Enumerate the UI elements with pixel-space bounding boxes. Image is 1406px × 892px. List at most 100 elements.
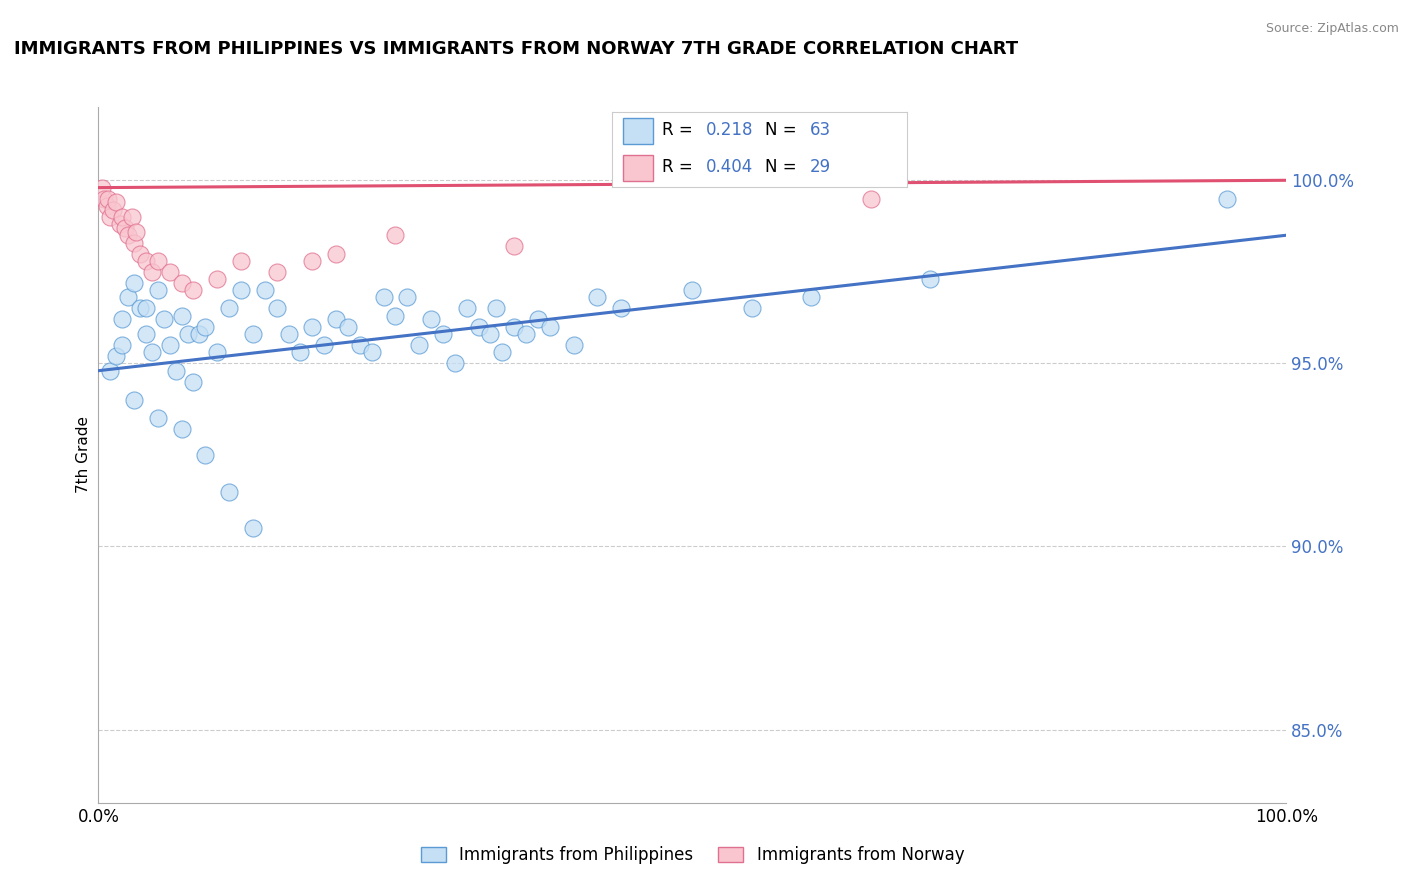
Point xyxy=(485,301,508,316)
Point xyxy=(188,327,211,342)
Point xyxy=(586,290,609,304)
Point xyxy=(105,195,128,210)
Point xyxy=(117,290,139,304)
Point xyxy=(91,180,114,194)
Point xyxy=(194,448,217,462)
Point xyxy=(141,265,163,279)
Point xyxy=(384,309,406,323)
Point xyxy=(1216,192,1239,206)
Point xyxy=(444,356,467,370)
Point xyxy=(218,301,240,316)
Point xyxy=(229,283,252,297)
Point xyxy=(183,283,205,297)
Point xyxy=(111,338,134,352)
Point xyxy=(152,312,174,326)
Point xyxy=(218,484,240,499)
Point xyxy=(384,228,406,243)
Point xyxy=(420,312,443,326)
Point xyxy=(503,239,526,253)
Point xyxy=(432,327,454,342)
Point xyxy=(207,272,229,286)
Point xyxy=(396,290,419,304)
Point xyxy=(97,192,120,206)
Point xyxy=(741,301,763,316)
Point xyxy=(325,312,347,326)
Bar xyxy=(623,118,652,145)
Point xyxy=(146,253,169,268)
Point xyxy=(125,225,148,239)
Point xyxy=(117,228,139,243)
Point xyxy=(515,327,537,342)
Point xyxy=(111,312,134,326)
Point xyxy=(349,338,371,352)
Point xyxy=(277,327,299,342)
Point xyxy=(527,312,550,326)
Point xyxy=(141,345,163,359)
Point xyxy=(920,272,942,286)
Point xyxy=(129,301,152,316)
Point xyxy=(194,319,217,334)
Point xyxy=(122,392,145,407)
Point xyxy=(290,345,312,359)
Text: R =: R = xyxy=(662,121,697,139)
Text: R =: R = xyxy=(662,158,697,176)
Text: N =: N = xyxy=(765,158,801,176)
Point xyxy=(207,345,229,359)
Point xyxy=(170,422,193,436)
Point xyxy=(135,253,157,268)
Text: IMMIGRANTS FROM PHILIPPINES VS IMMIGRANTS FROM NORWAY 7TH GRADE CORRELATION CHAR: IMMIGRANTS FROM PHILIPPINES VS IMMIGRANT… xyxy=(14,40,1018,58)
Point xyxy=(242,521,264,535)
Point xyxy=(479,327,502,342)
Point xyxy=(111,210,134,224)
Point xyxy=(491,345,513,359)
Point xyxy=(538,319,561,334)
Point xyxy=(135,327,157,342)
Point xyxy=(301,253,323,268)
Point xyxy=(503,319,526,334)
Point xyxy=(114,220,136,235)
Point xyxy=(253,283,276,297)
Point xyxy=(170,276,193,290)
Point xyxy=(98,210,121,224)
Point xyxy=(859,192,882,206)
Point xyxy=(105,349,128,363)
Text: 63: 63 xyxy=(810,121,831,139)
Point xyxy=(266,265,288,279)
Point xyxy=(242,327,264,342)
Legend: Immigrants from Philippines, Immigrants from Norway: Immigrants from Philippines, Immigrants … xyxy=(415,839,970,871)
Point xyxy=(146,411,169,425)
Point xyxy=(129,246,152,260)
Point xyxy=(108,217,131,231)
Point xyxy=(121,210,143,224)
Point xyxy=(266,301,288,316)
Point xyxy=(467,319,489,334)
Bar xyxy=(623,154,652,181)
Point xyxy=(373,290,395,304)
Point xyxy=(314,338,336,352)
Point xyxy=(336,319,359,334)
Point xyxy=(456,301,478,316)
Point xyxy=(146,283,169,297)
Point xyxy=(610,301,633,316)
Point xyxy=(122,276,145,290)
Point xyxy=(135,301,157,316)
Point xyxy=(165,364,187,378)
Point xyxy=(122,235,145,250)
Point xyxy=(159,338,181,352)
Point xyxy=(98,364,121,378)
Text: 29: 29 xyxy=(810,158,831,176)
Point xyxy=(159,265,181,279)
Point xyxy=(408,338,430,352)
Point xyxy=(96,199,118,213)
Text: 0.218: 0.218 xyxy=(706,121,754,139)
Point xyxy=(800,290,823,304)
Point xyxy=(360,345,382,359)
Point xyxy=(101,202,124,217)
Point xyxy=(562,338,585,352)
Point xyxy=(301,319,323,334)
Point xyxy=(682,283,704,297)
Text: N =: N = xyxy=(765,121,801,139)
Text: 0.404: 0.404 xyxy=(706,158,754,176)
Point xyxy=(183,375,205,389)
Point xyxy=(93,192,115,206)
